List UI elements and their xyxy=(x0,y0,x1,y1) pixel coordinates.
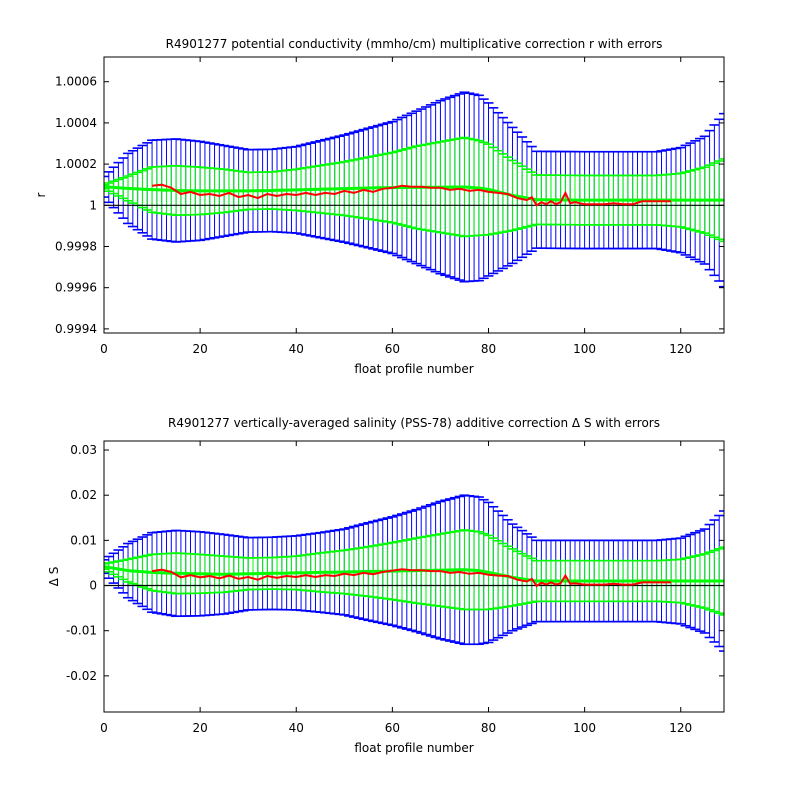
x-tick-label: 60 xyxy=(385,342,400,356)
y-tick-label: 0.02 xyxy=(70,488,97,502)
y-tick-label: 0 xyxy=(89,579,97,593)
x-tick-label: 100 xyxy=(573,721,596,735)
x-tick-label: 80 xyxy=(481,721,496,735)
x-tick-label: 40 xyxy=(289,342,304,356)
y-tick-label: 1.0002 xyxy=(55,157,97,171)
estimate-line xyxy=(151,183,672,207)
y-tick-label: -0.02 xyxy=(66,669,97,683)
y-tick-label: -0.01 xyxy=(66,624,97,638)
x-tick-label: 0 xyxy=(100,721,108,735)
y-axis-label: Δ S xyxy=(47,567,61,587)
y-tick-label: 0.9994 xyxy=(55,322,97,336)
fit-line xyxy=(104,565,724,583)
y-tick-label: 1.0006 xyxy=(55,75,97,89)
estimate-line xyxy=(151,568,672,588)
chart-title: R4901277 vertically-averaged salinity (P… xyxy=(168,416,660,430)
x-tick-label: 120 xyxy=(669,342,692,356)
x-axis-label: float profile number xyxy=(354,362,473,376)
y-tick-label: 0.01 xyxy=(70,533,97,547)
plot-area xyxy=(104,494,724,652)
x-tick-label: 120 xyxy=(669,721,692,735)
y-tick-label: 0.9998 xyxy=(55,239,97,253)
y-axis-label: r xyxy=(34,192,48,197)
x-axis-label: float profile number xyxy=(354,741,473,755)
x-tick-label: 20 xyxy=(192,721,207,735)
axes-frame xyxy=(103,56,725,334)
x-tick-label: 60 xyxy=(385,721,400,735)
y-tick-label: 1 xyxy=(89,198,97,212)
x-tick-label: 100 xyxy=(573,342,596,356)
plot-area xyxy=(104,91,724,288)
y-tick-label: 1.0004 xyxy=(55,116,97,130)
x-tick-label: 0 xyxy=(100,342,108,356)
x-tick-label: 80 xyxy=(481,342,496,356)
chart-panel-salinity: 0 20 40 60 80 100 120 -0.02 -0.01 0 0.01 0.02 0.03 R4… xyxy=(47,416,725,755)
x-tick-label: 40 xyxy=(289,721,304,735)
axes-frame xyxy=(103,440,725,713)
chart-panel-conductivity: 0 20 40 60 80 100 120 0.9994 0.9996 0.9998 1 1.0002… xyxy=(34,37,725,376)
chart-title: R4901277 potential conductivity (mmho/cm… xyxy=(166,37,663,51)
y-tick-label: 0.9996 xyxy=(55,281,97,295)
x-tick-label: 20 xyxy=(192,342,207,356)
y-tick-label: 0.03 xyxy=(70,443,97,457)
